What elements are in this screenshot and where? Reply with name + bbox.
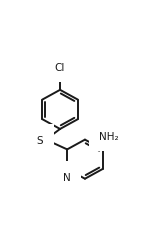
Text: Cl: Cl (55, 62, 65, 72)
Text: N: N (63, 172, 71, 182)
Text: S: S (37, 135, 43, 145)
Text: NH₂: NH₂ (99, 132, 119, 141)
